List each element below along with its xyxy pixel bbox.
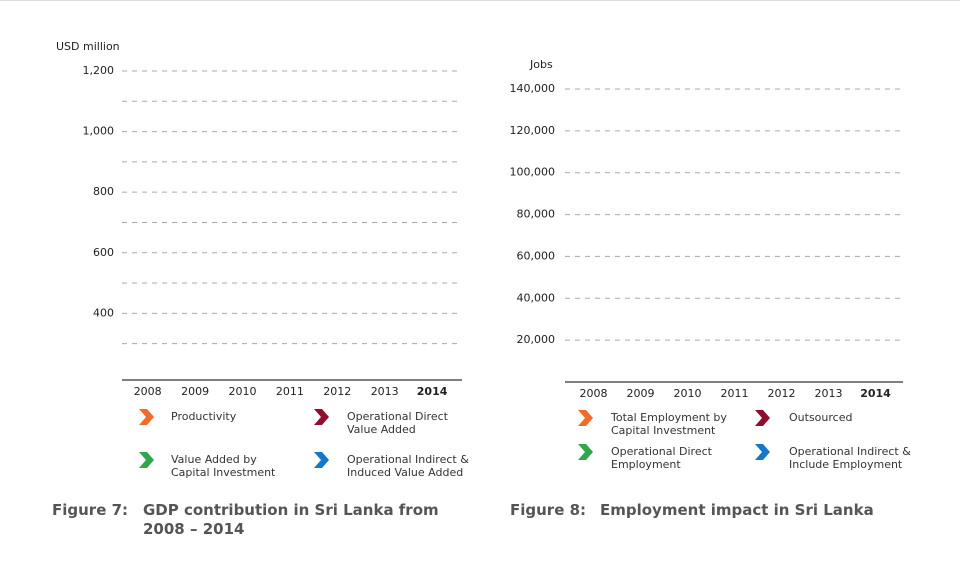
- x-tick-label: 2014: [417, 385, 448, 398]
- x-tick-label: 2011: [721, 387, 749, 400]
- y-tick-label: 20,000: [517, 333, 556, 346]
- legend-label: Operational Indirect & Induced Value Add…: [347, 453, 469, 479]
- legend-label: Total Employment by Capital Investment: [611, 411, 727, 437]
- figure-caption: GDP contribution in Sri Lanka from 2008 …: [143, 501, 439, 538]
- y-tick-label: 120,000: [510, 124, 556, 137]
- legend-label: Operational Indirect & Include Employmen…: [789, 445, 911, 471]
- y-tick-label: 1,200: [83, 64, 115, 77]
- y-tick-label: 1,000: [83, 125, 115, 138]
- figure-caption: Employment impact in Sri Lanka: [600, 501, 874, 519]
- legend-swatch: [755, 410, 770, 426]
- x-tick-label: 2009: [627, 387, 655, 400]
- x-tick-label: 2008: [580, 387, 608, 400]
- figure-label: Figure 8:: [510, 501, 587, 519]
- y-tick-label: 100,000: [510, 166, 556, 179]
- y-tick-label: 600: [93, 246, 114, 259]
- y-tick-label: 60,000: [517, 249, 556, 262]
- legend-swatch: [139, 452, 154, 468]
- legend-swatch: [139, 409, 154, 425]
- x-tick-label: 2012: [323, 385, 351, 398]
- legend-label: Value Added by Capital Investment: [171, 453, 276, 479]
- y-tick-label: 40,000: [517, 291, 556, 304]
- legend-swatch: [578, 444, 593, 460]
- x-tick-label: 2013: [815, 387, 843, 400]
- legend-swatch: [755, 444, 770, 460]
- y-tick-label: 800: [93, 185, 114, 198]
- x-tick-label: 2013: [371, 385, 399, 398]
- y-axis-label: Jobs: [529, 58, 553, 71]
- y-tick-label: 80,000: [517, 208, 556, 221]
- x-tick-label: 2010: [229, 385, 257, 398]
- y-axis-label: USD million: [56, 40, 120, 53]
- x-tick-label: 2014: [860, 387, 891, 400]
- legend-swatch: [314, 409, 329, 425]
- legend-label: Operational Direct Value Added: [347, 410, 448, 436]
- legend-swatch: [314, 452, 329, 468]
- x-tick-label: 2009: [181, 385, 209, 398]
- x-tick-label: 2012: [768, 387, 796, 400]
- legend-label: Operational Direct Employment: [611, 445, 712, 471]
- legend-label: Productivity: [171, 410, 237, 423]
- x-tick-label: 2011: [276, 385, 304, 398]
- legend-label: Outsourced: [789, 411, 853, 424]
- y-tick-label: 400: [93, 306, 114, 319]
- legend-swatch: [578, 410, 593, 426]
- x-tick-label: 2008: [134, 385, 162, 398]
- x-tick-label: 2010: [674, 387, 702, 400]
- figure-label: Figure 7:: [52, 501, 129, 519]
- y-tick-label: 140,000: [510, 82, 556, 95]
